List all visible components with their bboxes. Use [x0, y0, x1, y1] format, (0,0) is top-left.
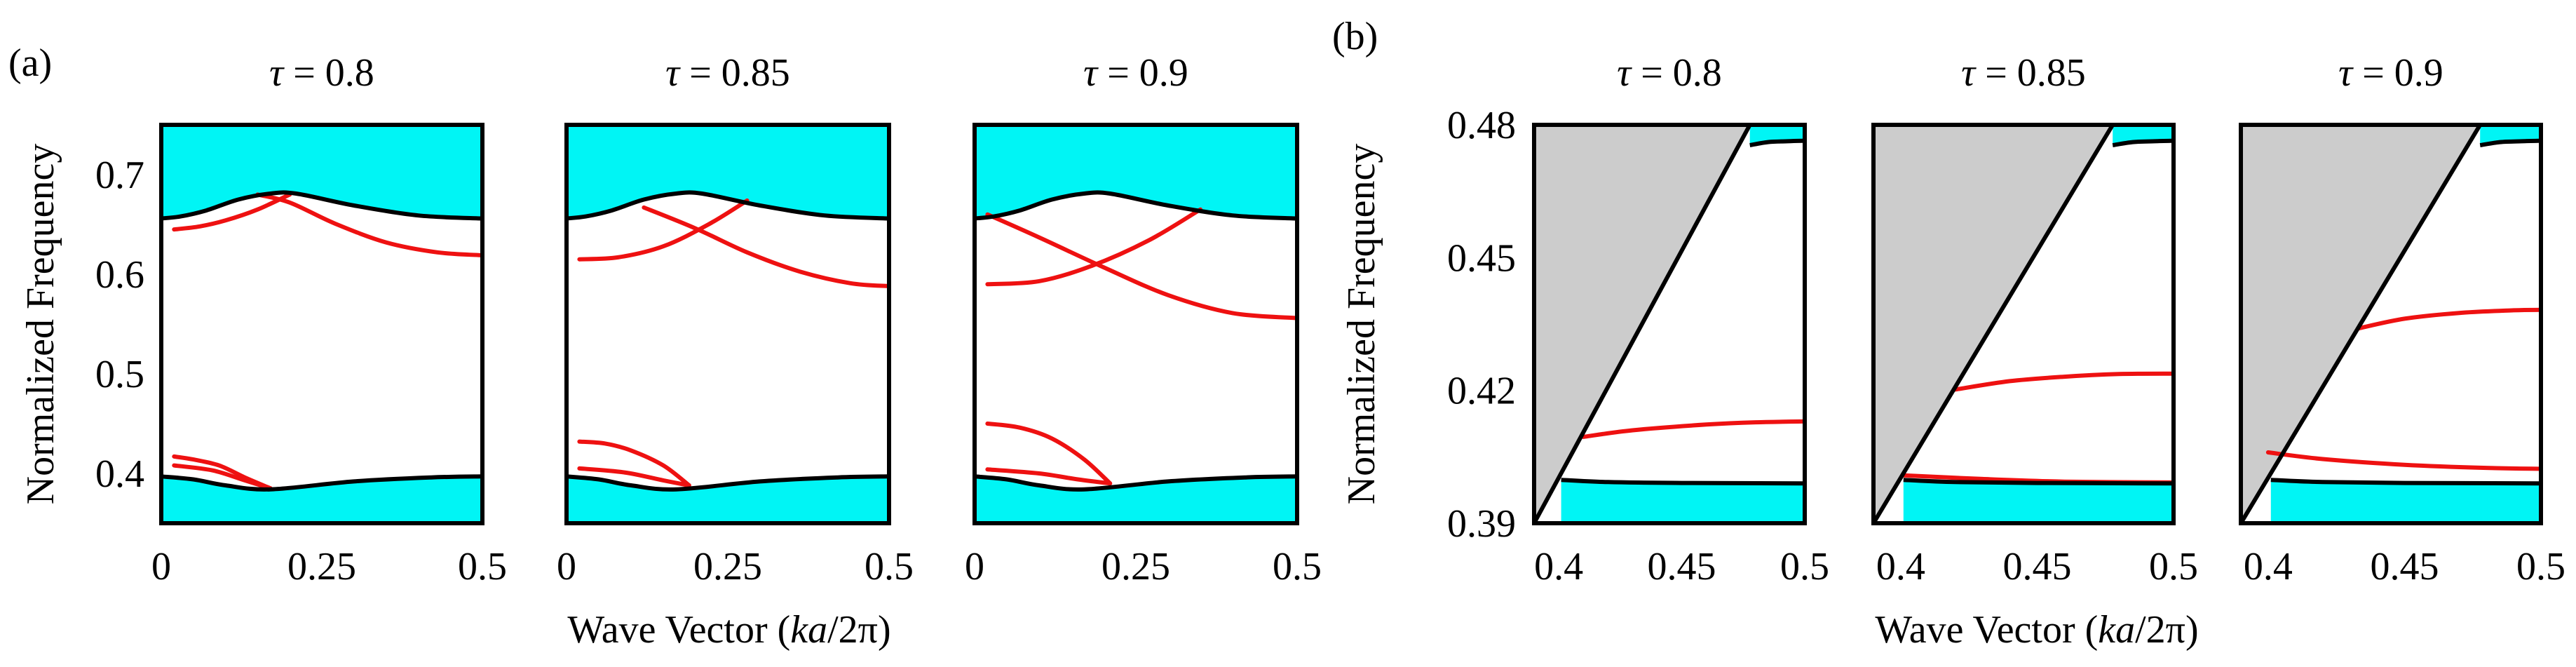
- text-layer: τ = 0.8 τ = 0.85 τ = 0.9 τ = 0.8 τ = 0.85 τ =…: [8, 15, 2565, 652]
- guided-mode-curve-1: [577, 198, 750, 262]
- subplot-2-curves: [566, 190, 891, 492]
- subplot-frame: [564, 123, 891, 525]
- upper-band-fill: [567, 125, 889, 219]
- upper-band-edge-curve: [974, 190, 1298, 221]
- subplot-frame: [2239, 123, 2543, 525]
- y-tick-label: 0.39: [1447, 502, 1516, 546]
- x-tick-label: 0.25: [693, 545, 762, 588]
- x-tick-label: 0.25: [287, 545, 356, 588]
- subplot-frame: [159, 123, 484, 525]
- subplot-2-fills: [567, 125, 889, 523]
- guided-mode-curve-3: [577, 439, 691, 487]
- lower-band-edge-curve: [566, 474, 890, 492]
- lower-band-fill: [2270, 480, 2541, 523]
- guided-mode-curve-2: [255, 192, 484, 257]
- guided-mode-curve-1: [2356, 307, 2543, 331]
- x-tick-label: 0.5: [865, 545, 914, 588]
- subplot-title: τ = 0.85: [665, 51, 790, 95]
- x-tick-label: 0.4: [1534, 545, 1583, 588]
- upper-band-edge-curve: [161, 190, 483, 221]
- x-tick-label: 0.4: [1876, 545, 1925, 588]
- frame-layer: [159, 123, 2543, 525]
- light-line: [2239, 123, 2482, 525]
- lower-band-edge-curve: [1561, 478, 1805, 486]
- subplot-4-curves: [1532, 123, 1807, 525]
- lower-band-edge-curve: [1903, 478, 2174, 486]
- guided-mode-curve-2: [642, 205, 891, 288]
- x-tick-label: 0.5: [2516, 545, 2565, 588]
- upper-band-fill: [161, 125, 482, 219]
- upper-band-edge-curve: [2479, 138, 2542, 147]
- guided-mode-curve-1: [1953, 371, 2176, 392]
- y-axis-title: Normalized Frequency: [19, 144, 62, 505]
- guided-mode-curve-2: [2265, 450, 2543, 471]
- x-tick-label: 0.45: [1648, 545, 1716, 588]
- subplot-frame: [1871, 123, 2176, 525]
- panel-label: (a): [8, 41, 52, 85]
- x-axis-title: Wave Vector (ka/2π): [567, 608, 890, 652]
- y-tick-label: 0.5: [95, 353, 144, 396]
- subplot-title: τ = 0.9: [2338, 51, 2443, 95]
- lower-band-edge-curve: [2270, 478, 2542, 486]
- subplot-3-curves: [974, 190, 1299, 492]
- x-tick-label: 0.4: [2244, 545, 2293, 588]
- x-tick-label: 0: [965, 545, 984, 588]
- subplot-5-curves: [1871, 123, 2176, 525]
- upper-band-edge-curve: [2112, 138, 2174, 147]
- upper-band-fill: [975, 125, 1297, 219]
- subplot-title: τ = 0.8: [269, 51, 374, 95]
- light-line: [1871, 123, 2115, 525]
- guided-mode-curve-2: [985, 212, 1299, 321]
- x-tick-label: 0: [151, 545, 171, 588]
- y-tick-label: 0.4: [95, 452, 144, 496]
- guided-mode-curve-4: [172, 463, 273, 491]
- x-tick-label: 0.5: [1780, 545, 1829, 588]
- guided-mode-curve-4: [985, 467, 1113, 486]
- y-axis-title: Normalized Frequency: [1340, 144, 1383, 505]
- guided-mode-curve-1: [1581, 419, 1807, 439]
- guided-mode-curve-1: [985, 207, 1202, 287]
- y-tick-label: 0.6: [95, 253, 144, 297]
- lower-band-fill: [1561, 480, 1805, 523]
- lower-band-edge-curve: [161, 474, 483, 492]
- x-tick-label: 0.25: [1101, 545, 1170, 588]
- y-tick-label: 0.45: [1447, 236, 1516, 280]
- y-tick-label: 0.48: [1447, 104, 1516, 147]
- lower-band-fill: [1903, 480, 2174, 523]
- subplot-title: τ = 0.8: [1617, 51, 1722, 95]
- curve-layer: [161, 123, 2543, 525]
- subplot-title: τ = 0.85: [1961, 51, 2086, 95]
- lower-band-edge-curve: [974, 474, 1298, 492]
- subplot-1-curves: [161, 190, 484, 492]
- x-axis-title: Wave Vector (ka/2π): [1875, 608, 2198, 652]
- x-tick-label: 0.45: [2002, 545, 2071, 588]
- guided-mode-curve-1: [172, 192, 292, 232]
- upper-band-edge-curve: [566, 190, 890, 221]
- light-line: [1532, 123, 1752, 525]
- panel-label: (b): [1332, 15, 1378, 58]
- x-tick-label: 0.45: [2370, 545, 2439, 588]
- subplot-4-fills: [1534, 125, 1805, 523]
- upper-band-edge-curve: [1749, 138, 1805, 147]
- y-tick-label: 0.7: [95, 154, 144, 197]
- x-tick-label: 0: [557, 545, 576, 588]
- subplot-3-fills: [975, 125, 1297, 523]
- subplot-title: τ = 0.9: [1083, 51, 1188, 95]
- subplot-frame: [972, 123, 1299, 525]
- x-tick-label: 0.5: [1273, 545, 1322, 588]
- x-tick-label: 0.5: [458, 545, 507, 588]
- x-tick-label: 0.5: [2149, 545, 2198, 588]
- guided-mode-curve-4: [577, 466, 691, 487]
- subplot-6-curves: [2239, 123, 2543, 525]
- guided-mode-curve-3: [985, 422, 1113, 486]
- y-tick-label: 0.42: [1447, 370, 1516, 413]
- subplot-frame: [1532, 123, 1807, 525]
- subplot-5-fills: [1873, 125, 2174, 523]
